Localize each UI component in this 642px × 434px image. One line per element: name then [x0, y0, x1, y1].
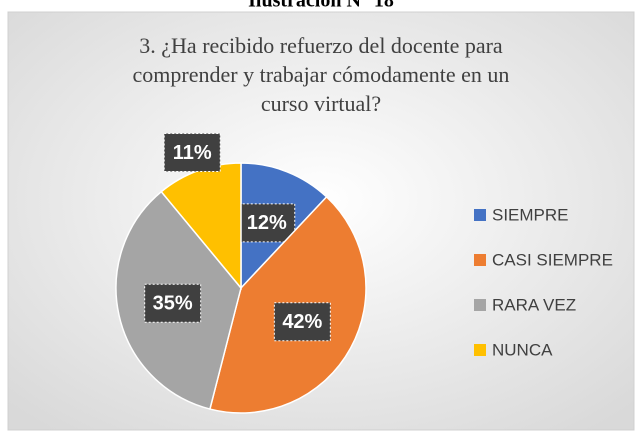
chart-title-line: 3. ¿Ha recibido refuerzo del docente par… [139, 33, 503, 58]
legend-label: CASI SIEMPRE [492, 250, 613, 269]
data-label: 11% [173, 142, 212, 164]
heading: Ilustración N° 18 [248, 0, 394, 12]
legend-label: NUNCA [492, 340, 553, 359]
legend-label: SIEMPRE [492, 205, 569, 224]
legend-swatch [474, 254, 486, 266]
data-label-box [273, 302, 331, 342]
data-label-box [163, 133, 221, 173]
legend-swatch [474, 299, 486, 311]
legend-swatch [474, 344, 486, 356]
data-label-box [238, 203, 296, 243]
data-label: 42% [282, 311, 322, 333]
data-label: 12% [247, 212, 287, 234]
data-label: 35% [153, 293, 193, 315]
chart-title: 3. ¿Ha recibido refuerzo del docente par… [133, 33, 510, 116]
legend-swatch [474, 209, 486, 221]
chart-title-line: curso virtual? [261, 91, 381, 116]
chart-title-line: comprender y trabajar cómodamente en un [133, 62, 510, 87]
data-label-box [144, 283, 202, 323]
legend-label: RARA VEZ [492, 295, 576, 314]
